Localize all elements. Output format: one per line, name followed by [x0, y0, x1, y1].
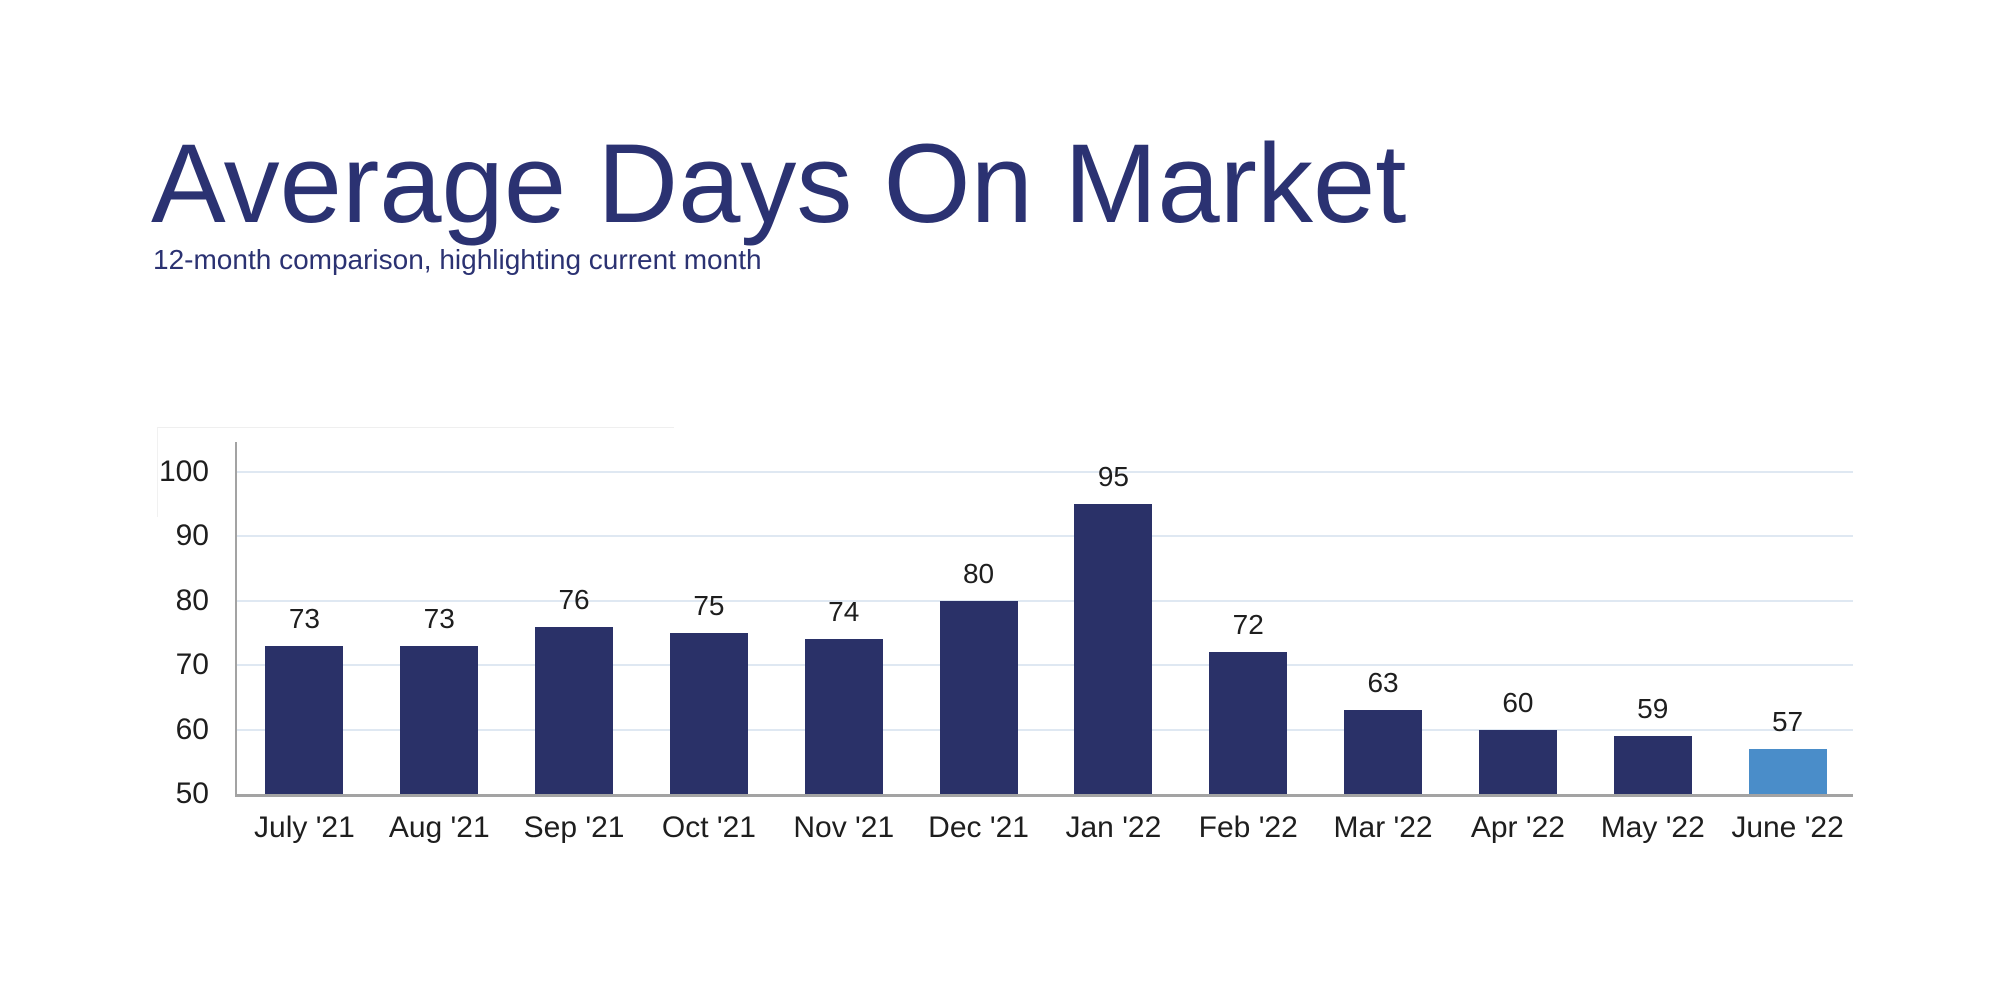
x-axis-label: Feb '22 [1198, 811, 1298, 844]
x-axis-label: Oct '21 [661, 811, 756, 844]
bar-value-label: 74 [828, 596, 860, 627]
bar-chart-plot: 50 60 70 80 90 100 73 July '21 73 Aug '21 76 Sep '2… [159, 442, 1855, 843]
bar [535, 627, 614, 794]
bar-slot: 72 Feb '22 [1181, 442, 1316, 843]
x-axis-label: Mar '22 [1333, 811, 1433, 844]
bar-slot: 74 Nov '21 [776, 442, 911, 843]
bar-slot: 80 Dec '21 [911, 442, 1046, 843]
y-axis-label: 50 [175, 777, 209, 810]
bar-value-label: 73 [423, 603, 455, 634]
bar-value-label: 60 [1502, 687, 1534, 718]
bar-slot: 95 Jan '22 [1046, 442, 1181, 843]
bar-slot: 73 Aug '21 [372, 442, 507, 843]
bar-slot: 60 Apr '22 [1451, 442, 1586, 843]
bar [400, 646, 479, 794]
bar [265, 646, 344, 794]
bar-slot: 76 Sep '21 [507, 442, 642, 843]
gridline [237, 728, 1853, 731]
bar-value-label: 57 [1771, 706, 1804, 737]
bar-slot: 73 July '21 [237, 442, 372, 843]
bar [1478, 730, 1557, 794]
bar [1613, 736, 1692, 794]
page-subtitle: 12-month comparison, highlighting curren… [153, 244, 762, 275]
bar-value-label: 76 [558, 584, 590, 615]
gridline [237, 535, 1853, 538]
gridline [237, 471, 1853, 473]
bar [1074, 504, 1153, 794]
x-axis-label: Dec '21 [928, 811, 1029, 844]
bar-slot: 63 Mar '22 [1316, 442, 1451, 843]
bar-value-label: 59 [1637, 693, 1669, 724]
y-axis-label: 70 [175, 648, 209, 682]
x-axis-label: July '21 [254, 811, 355, 844]
x-axis-label: Aug '21 [388, 811, 490, 844]
bar [804, 639, 883, 794]
bar [1209, 652, 1288, 794]
bar-value-label: 75 [693, 590, 725, 621]
y-axis-label: 60 [175, 712, 209, 746]
x-axis-label: Nov '21 [793, 811, 895, 844]
y-axis-label: 100 [158, 455, 209, 488]
bar-slot: 57 June '22 [1720, 442, 1855, 843]
x-axis-label: Apr '22 [1470, 811, 1565, 844]
bar [1344, 710, 1423, 794]
bar-value-label: 95 [1097, 461, 1129, 492]
bar-slot: 75 Oct '21 [642, 442, 777, 843]
y-axis-label: 90 [175, 519, 209, 553]
y-axis-label: 80 [175, 583, 209, 617]
bar-slot: 59 May '22 [1585, 442, 1720, 843]
bar-value-label: 73 [288, 603, 320, 634]
bar [939, 601, 1018, 794]
bar-current-month [1748, 749, 1827, 794]
bar [669, 633, 748, 794]
gridline [237, 599, 1853, 602]
x-axis-label: May '22 [1600, 811, 1705, 844]
x-axis-label: June '22 [1731, 811, 1844, 844]
x-axis-label: Sep '21 [523, 811, 625, 844]
bar-value-label: 72 [1232, 609, 1264, 640]
bar-value-label: 63 [1367, 667, 1399, 698]
gridline [237, 664, 1853, 667]
page-title: Average Days On Market [151, 121, 1407, 246]
bar-value-label: 80 [962, 558, 995, 589]
x-axis-label: Jan '22 [1065, 811, 1162, 844]
